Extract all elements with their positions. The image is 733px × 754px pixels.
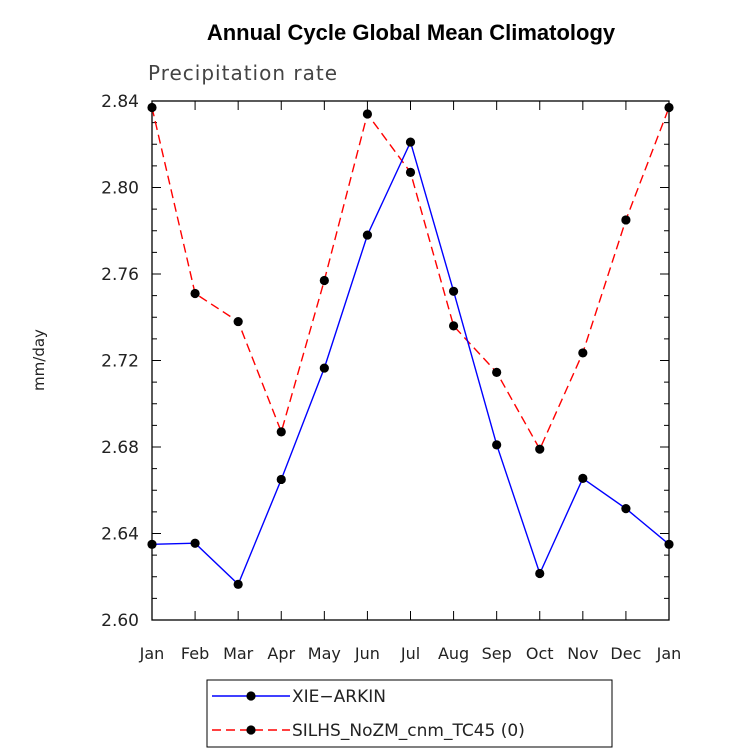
y-tick-label: 2.72 xyxy=(101,352,139,372)
x-tick-label: Sep xyxy=(482,644,512,663)
x-tick-label: Nov xyxy=(567,644,598,663)
series-point-0 xyxy=(276,474,286,485)
x-tick-label: Oct xyxy=(526,644,554,663)
series-point-0 xyxy=(405,137,416,147)
series-point-1 xyxy=(190,288,200,299)
series-point-1 xyxy=(405,167,416,177)
x-tick-label: Dec xyxy=(610,644,641,663)
legend-marker-0 xyxy=(246,691,256,701)
x-tick-label: Feb xyxy=(181,644,209,663)
x-tick-label: Jul xyxy=(400,644,420,663)
plot-area: 2.60 2.64 2.68 2.72 2.76 2.80 2.84 Jan Feb Mar Apr… xyxy=(101,92,681,663)
series-point-0 xyxy=(492,440,502,450)
y-axis-label: mm/day xyxy=(30,329,48,391)
series-point-1 xyxy=(621,215,631,225)
y-tick-label: 2.84 xyxy=(101,92,139,112)
chart-subtitle: Precipitation rate xyxy=(148,61,338,85)
series-point-0 xyxy=(319,363,329,373)
series-point-0 xyxy=(621,504,631,514)
x-tick-label: Jan xyxy=(139,644,165,663)
series-point-0 xyxy=(147,539,157,549)
series-point-1 xyxy=(578,348,588,358)
series-point-1 xyxy=(147,102,157,113)
series-point-0 xyxy=(664,539,674,549)
series-point-1 xyxy=(492,367,502,377)
y-tick-label: 2.60 xyxy=(101,611,139,631)
x-tick-label: Jan xyxy=(656,644,682,663)
y-tick-label: 2.64 xyxy=(101,525,139,545)
series-point-0 xyxy=(233,579,243,589)
x-tick-label: Mar xyxy=(223,644,254,663)
series-point-0 xyxy=(362,230,373,240)
x-tick-label: Aug xyxy=(438,644,469,663)
series-line-0 xyxy=(151,140,670,586)
series-line-1 xyxy=(151,107,670,451)
legend-marker-1 xyxy=(246,725,256,735)
series-point-1 xyxy=(664,102,674,113)
x-tick-label: May xyxy=(308,644,341,663)
series-point-1 xyxy=(535,444,545,454)
chart-title: Annual Cycle Global Mean Climatology xyxy=(207,20,616,45)
legend: XIE−ARKIN SILHS_NoZM_cnm_TC45 (0) xyxy=(206,679,613,748)
series-point-1 xyxy=(276,427,286,437)
series-point-0 xyxy=(535,568,545,579)
legend-label-1: SILHS_NoZM_cnm_TC45 (0) xyxy=(292,721,525,741)
series-point-1 xyxy=(233,316,243,327)
series-point-1 xyxy=(448,321,459,331)
y-tick-label: 2.80 xyxy=(101,179,139,199)
series-point-1 xyxy=(319,275,329,286)
series-point-0 xyxy=(448,286,459,296)
x-tick-label: Jun xyxy=(354,644,380,663)
y-tick-label: 2.76 xyxy=(101,265,139,285)
plot-frame xyxy=(151,100,670,621)
legend-label-0: XIE−ARKIN xyxy=(292,687,386,707)
y-tick-label: 2.68 xyxy=(101,438,139,458)
series-point-0 xyxy=(190,538,200,548)
legend-box xyxy=(206,679,613,748)
x-tick-label: Apr xyxy=(267,644,295,663)
series-point-1 xyxy=(362,109,373,119)
series-point-0 xyxy=(578,473,588,483)
